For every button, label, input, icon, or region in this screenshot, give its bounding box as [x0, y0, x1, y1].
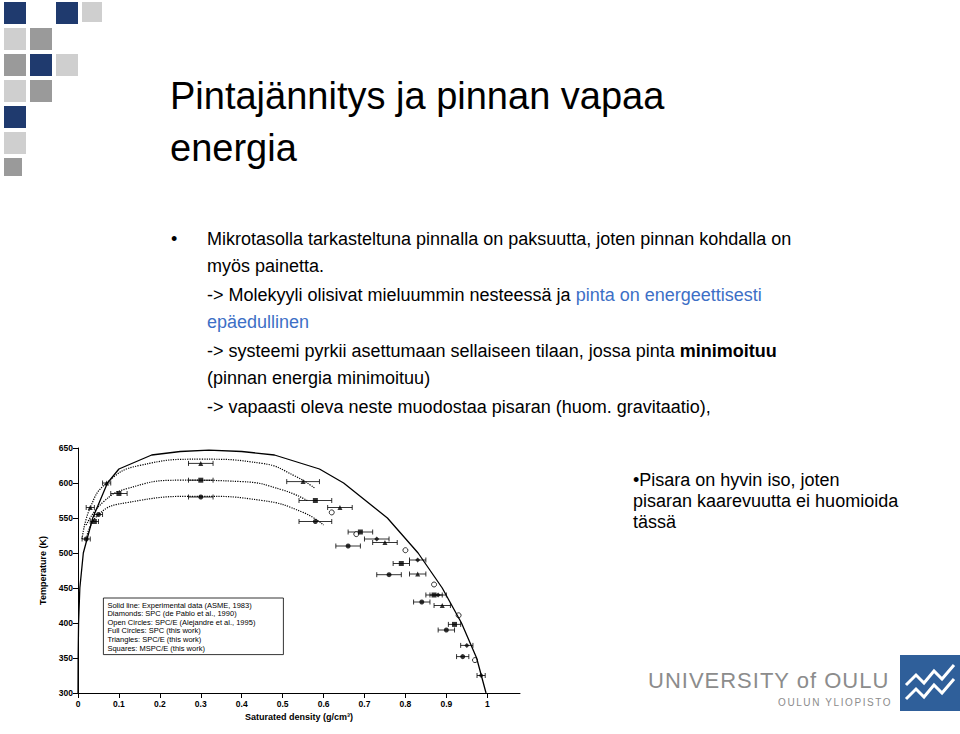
svg-text:0.9: 0.9: [440, 699, 452, 709]
svg-text:0.6: 0.6: [318, 699, 330, 709]
svg-text:350: 350: [59, 653, 73, 663]
svg-text:0.7: 0.7: [359, 699, 371, 709]
svg-text:0: 0: [76, 699, 81, 709]
html-text:OULUN YLIOPISTO: OULUN YLIOPISTO: [778, 697, 893, 708]
svg-text:550: 550: [59, 513, 73, 523]
svg-text:0.3: 0.3: [195, 699, 207, 709]
html-text:-> vapaasti oleva neste muodos: -> vapaasti oleva neste muodostaa pisara…: [207, 397, 711, 417]
svg-text:Full Circles: SPC (this work): Full Circles: SPC (this work): [107, 626, 201, 636]
svg-text:400: 400: [59, 618, 73, 628]
svg-text:300: 300: [59, 688, 73, 698]
svg-text:650: 650: [59, 443, 73, 453]
svg-text:0.8: 0.8: [399, 699, 411, 709]
svg-text:0.2: 0.2: [154, 699, 166, 709]
html-text:Pisara on hyvin iso, joten pis: Pisara on hyvin iso, joten pisaran kaare…: [633, 470, 899, 532]
svg-text:Diamonds: SPC (de Pablo et al.: Diamonds: SPC (de Pablo et al., 1990): [107, 609, 237, 619]
svg-text:600: 600: [59, 478, 73, 488]
svg-text:Temperature (K): Temperature (K): [38, 536, 48, 605]
svg-text:Squares: MSPC/E (this work): Squares: MSPC/E (this work): [107, 644, 205, 653]
html-text:-> systeemi pyrkii asettumaan: -> systeemi pyrkii asettumaan sellaiseen…: [207, 341, 777, 361]
html-text:Pintajännitys ja pinnan vapaa: Pintajännitys ja pinnan vapaa energia: [170, 75, 665, 169]
html-text:(pinnan energia minimoituu): (pinnan energia minimoituu): [207, 368, 431, 388]
svg-text:0.4: 0.4: [236, 699, 248, 709]
html-text:Mikrotasolla tarkasteltuna pin: Mikrotasolla tarkasteltuna pinnalla on p…: [207, 229, 792, 276]
svg-text:1: 1: [485, 699, 490, 709]
svg-text:Saturated density (g/cm³): Saturated density (g/cm³): [245, 712, 353, 722]
svg-text:0.1: 0.1: [113, 699, 125, 709]
svg-text:Open Circles: SPC/E (Alejandre: Open Circles: SPC/E (Alejandre et al., 1…: [107, 617, 256, 627]
svg-text:500: 500: [59, 548, 73, 558]
svg-text:Solid line: Experimental data: Solid line: Experimental data (ASME, 198…: [107, 600, 252, 610]
svg-text:450: 450: [59, 583, 73, 593]
svg-text:Triangles: SPC/E (this work): Triangles: SPC/E (this work): [107, 634, 202, 644]
html-text:UNIVERSITY of OULU: UNIVERSITY of OULU: [648, 668, 890, 693]
svg-text:0.5: 0.5: [277, 699, 289, 709]
html-text:-> Molekyyli olisivat mieluumm: -> Molekyyli olisivat mieluummin nestees…: [207, 285, 762, 332]
